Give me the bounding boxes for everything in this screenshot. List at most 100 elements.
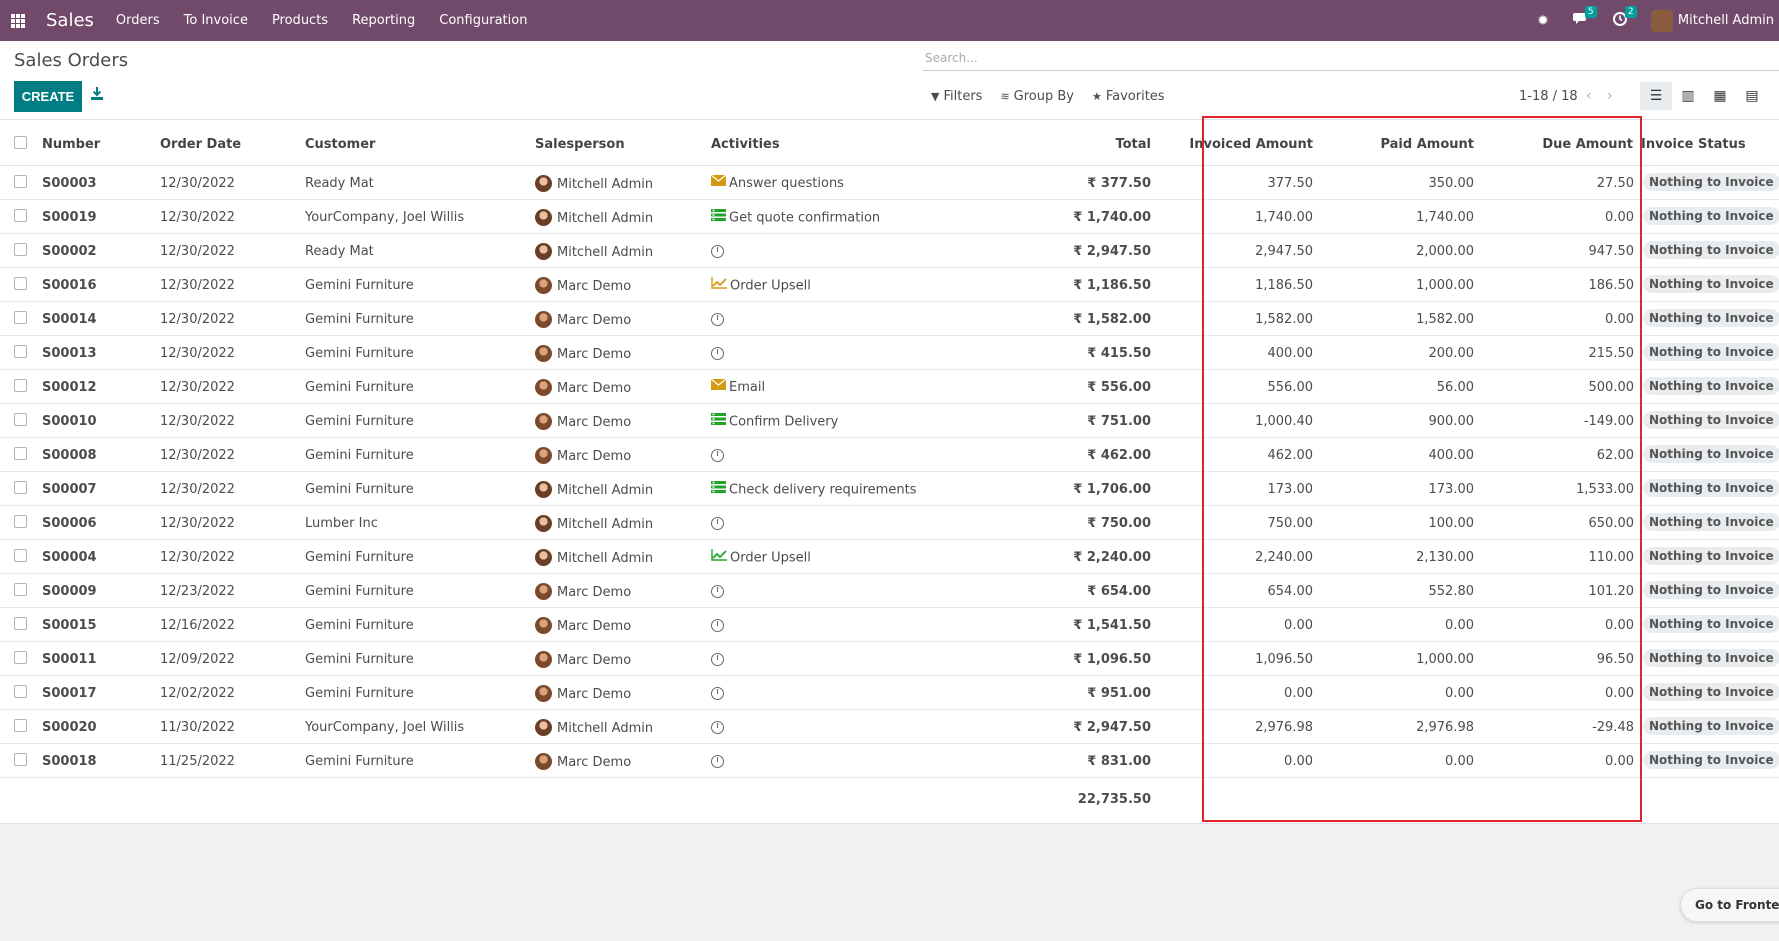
- table-row[interactable]: S00011 12/09/2022 Gemini Furniture Marc Dem…: [0, 642, 1779, 676]
- table-row[interactable]: S00018 11/25/2022 Gemini Furniture Marc Dem…: [0, 744, 1779, 778]
- row-checkbox[interactable]: [14, 243, 27, 256]
- table-row[interactable]: S00013 12/30/2022 Gemini Furniture Marc Dem…: [0, 336, 1779, 370]
- activity-cell[interactable]: Order Upsell: [711, 549, 811, 566]
- activity-cell[interactable]: [711, 516, 724, 531]
- col-number[interactable]: Number: [42, 137, 101, 152]
- user-avatar[interactable]: [1650, 9, 1673, 32]
- row-checkbox[interactable]: [14, 311, 27, 324]
- col-salesperson[interactable]: Salesperson: [535, 137, 625, 152]
- list-view-icon[interactable]: ☰: [1640, 82, 1672, 110]
- row-checkbox[interactable]: [14, 515, 27, 528]
- row-checkbox[interactable]: [14, 481, 27, 494]
- activity-cell[interactable]: Confirm Delivery: [711, 413, 838, 430]
- favorites-button[interactable]: ★ Favorites: [1092, 89, 1165, 104]
- activity-cell[interactable]: [711, 448, 724, 463]
- clock-icon[interactable]: [711, 517, 724, 530]
- activity-cell[interactable]: [711, 618, 724, 633]
- row-checkbox[interactable]: [14, 277, 27, 290]
- activity-cell[interactable]: [711, 584, 724, 599]
- activity-cell[interactable]: Answer questions: [710, 174, 844, 191]
- app-brand[interactable]: Sales: [46, 10, 94, 31]
- chat-icon[interactable]: 5: [1572, 5, 1597, 30]
- menu-configuration[interactable]: Configuration: [439, 13, 528, 28]
- activity-cell[interactable]: [711, 346, 724, 361]
- activity-cell[interactable]: Email: [710, 378, 765, 395]
- activity-cell[interactable]: [711, 652, 724, 667]
- menu-reporting[interactable]: Reporting: [352, 13, 416, 28]
- select-all-checkbox[interactable]: [14, 136, 27, 149]
- table-row[interactable]: S00010 12/30/2022 Gemini Furniture Marc Dem…: [0, 404, 1779, 438]
- clock-icon[interactable]: [711, 687, 724, 700]
- pivot-view-icon[interactable]: ▤: [1745, 88, 1759, 104]
- table-row[interactable]: S00019 12/30/2022 YourCompany, Joel Willis…: [0, 200, 1779, 234]
- col-total[interactable]: Total: [1115, 137, 1151, 152]
- apps-grid-icon[interactable]: [11, 13, 25, 28]
- row-checkbox[interactable]: [14, 413, 27, 426]
- col-order-date[interactable]: Order Date: [160, 137, 242, 152]
- create-button[interactable]: CREATE: [14, 81, 82, 112]
- row-checkbox[interactable]: [14, 719, 27, 732]
- clock-icon[interactable]: [711, 347, 724, 360]
- clock-icon[interactable]: [711, 585, 724, 598]
- clock-icon[interactable]: [711, 449, 724, 462]
- table-row[interactable]: S00002 12/30/2022 Ready Mat Mitchell Admin ₹…: [0, 234, 1779, 268]
- activity-cell[interactable]: [711, 244, 724, 259]
- graph-view-icon[interactable]: ▮: [1768, 82, 1779, 110]
- activity-clock-icon[interactable]: 2: [1612, 5, 1637, 30]
- row-checkbox[interactable]: [14, 379, 27, 392]
- table-row[interactable]: S00014 12/30/2022 Gemini Furniture Marc Dem…: [0, 302, 1779, 336]
- row-checkbox[interactable]: [14, 447, 27, 460]
- group-by-button[interactable]: ≋ Group By: [1000, 89, 1074, 104]
- col-due-amount[interactable]: Due Amount: [1542, 137, 1633, 152]
- menu-products[interactable]: Products: [271, 13, 329, 28]
- col-invoice-status[interactable]: Invoice Status: [1641, 137, 1746, 152]
- table-row[interactable]: S00009 12/23/2022 Gemini Furniture Marc Dem…: [0, 574, 1779, 608]
- table-row[interactable]: S00017 12/02/2022 Gemini Furniture Marc Dem…: [0, 676, 1779, 710]
- clock-icon[interactable]: [711, 313, 724, 326]
- clock-icon[interactable]: [711, 245, 724, 258]
- col-invoiced-amount[interactable]: Invoiced Amount: [1189, 137, 1313, 152]
- activity-cell[interactable]: [711, 312, 724, 327]
- clock-icon[interactable]: [711, 755, 724, 768]
- row-checkbox[interactable]: [14, 651, 27, 664]
- menu-orders[interactable]: Orders: [115, 13, 160, 28]
- calendar-view-icon[interactable]: ▦: [1713, 88, 1727, 104]
- row-checkbox[interactable]: [14, 209, 27, 222]
- row-checkbox[interactable]: [14, 685, 27, 698]
- table-row[interactable]: S00006 12/30/2022 Lumber Inc Mitchell Admin…: [0, 506, 1779, 540]
- pager-value[interactable]: 1-18 / 18: [1519, 89, 1578, 104]
- menu-to-invoice[interactable]: To Invoice: [183, 13, 248, 28]
- table-row[interactable]: S00012 12/30/2022 Gemini Furniture Marc Dem…: [0, 370, 1779, 404]
- row-checkbox[interactable]: [14, 753, 27, 766]
- row-checkbox[interactable]: [14, 617, 27, 630]
- table-row[interactable]: S00004 12/30/2022 Gemini Furniture Mitchell…: [0, 540, 1779, 574]
- table-row[interactable]: S00008 12/30/2022 Gemini Furniture Marc Dem…: [0, 438, 1779, 472]
- col-customer[interactable]: Customer: [305, 137, 376, 152]
- search-input[interactable]: Search...: [923, 45, 1779, 71]
- user-name[interactable]: Mitchell Admin: [1677, 13, 1774, 28]
- table-row[interactable]: S00015 12/16/2022 Gemini Furniture Marc Dem…: [0, 608, 1779, 642]
- pager-prev-icon[interactable]: ‹: [1586, 88, 1592, 104]
- row-checkbox[interactable]: [14, 549, 27, 562]
- activity-cell[interactable]: [711, 720, 724, 735]
- table-row[interactable]: S00007 12/30/2022 Gemini Furniture Mitchell…: [0, 472, 1779, 506]
- filters-button[interactable]: ▼ Filters: [931, 89, 982, 104]
- activity-cell[interactable]: Get quote confirmation: [711, 209, 880, 226]
- row-checkbox[interactable]: [14, 345, 27, 358]
- go-to-frontend-button[interactable]: Go to Frontend: [1680, 888, 1779, 922]
- clock-icon[interactable]: [711, 619, 724, 632]
- table-row[interactable]: S00003 12/30/2022 Ready Mat Mitchell Admin A…: [0, 166, 1779, 200]
- table-row[interactable]: S00016 12/30/2022 Gemini Furniture Marc Dem…: [0, 268, 1779, 302]
- col-activities[interactable]: Activities: [711, 137, 780, 152]
- bug-icon[interactable]: ✹: [1537, 12, 1549, 29]
- pager-next-icon[interactable]: ›: [1607, 88, 1613, 104]
- col-paid-amount[interactable]: Paid Amount: [1380, 137, 1474, 152]
- table-row[interactable]: S00020 11/30/2022 YourCompany, Joel Willis…: [0, 710, 1779, 744]
- row-checkbox[interactable]: [14, 175, 27, 188]
- activity-cell[interactable]: Check delivery requirements: [711, 481, 916, 498]
- activity-cell[interactable]: [711, 754, 724, 769]
- clock-icon[interactable]: [711, 653, 724, 666]
- clock-icon[interactable]: [711, 721, 724, 734]
- activity-cell[interactable]: Order Upsell: [711, 277, 811, 294]
- row-checkbox[interactable]: [14, 583, 27, 596]
